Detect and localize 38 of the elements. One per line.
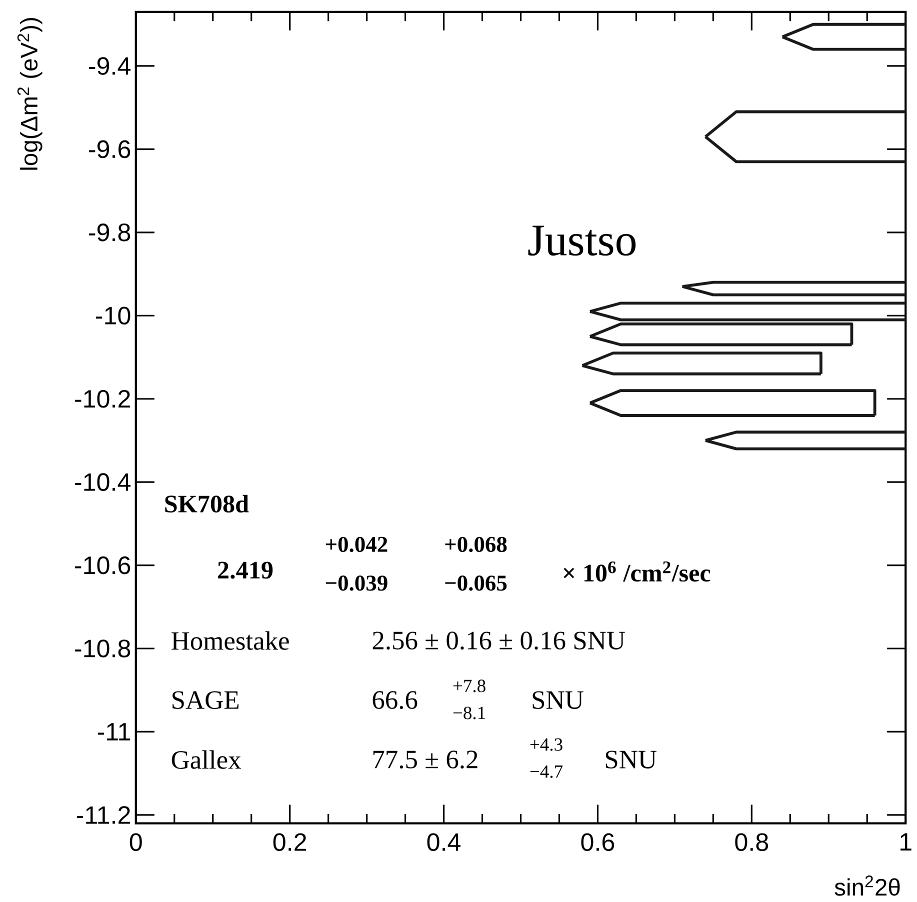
annotation: Justso [528,226,636,256]
y-tick-label: -10.6 [75,556,130,574]
x-tick-label: 1 [900,833,912,851]
y-tick-label: -9.4 [89,57,130,76]
y-tick-label: -11.2 [76,806,130,824]
y-tick-label: -10.2 [75,390,130,408]
annotation: × 10$^{6}$ /cm$^{2}$/sec [564,562,710,582]
y-tick-label: -9.8 [89,224,130,242]
x-axis-title: sin$^{2}$2θ [834,876,900,896]
x-tick-label: 0 [130,833,142,852]
annotation: −0.039 [326,576,388,591]
y-tick-label: -10.4 [75,473,130,492]
annotation: −0.065 [445,576,507,591]
annotation: SAGE [172,691,239,710]
annotation: 66.6 [372,691,418,710]
annotation: +0.042 [326,537,388,552]
annotation: 2.419 [218,562,273,579]
annotation: +7.8 [453,680,486,692]
x-tick-label: 0.8 [735,833,768,852]
x-tick-label: 0.2 [273,833,306,852]
annotation: SK708d [165,495,249,513]
annotation: Homestake [172,631,289,650]
y-tick-label: -10 [96,306,130,325]
annotation: SNU [606,750,656,769]
y-tick-label: -10.8 [75,640,130,658]
annotation: −4.7 [530,766,563,778]
y-tick-label: -9.6 [89,140,130,158]
y-axis-title: log(Δm$^{2}$ (eV$^{2}$)) [17,18,42,170]
annotation: SNU [532,691,584,710]
annotation: −8.1 [453,706,485,720]
annotation: 77.5 ± 6.2 [373,750,478,769]
annotation: +0.068 [445,537,507,552]
x-tick-label: 0.4 [427,833,460,852]
annotation: +4.3 [530,738,562,752]
y-tick-label: -11 [98,723,130,741]
x-tick-label: 0.6 [581,833,614,852]
annotation: 2.56 ± 0.16 ± 0.16 SNU [372,632,625,650]
annotation: Gallex [172,750,241,770]
